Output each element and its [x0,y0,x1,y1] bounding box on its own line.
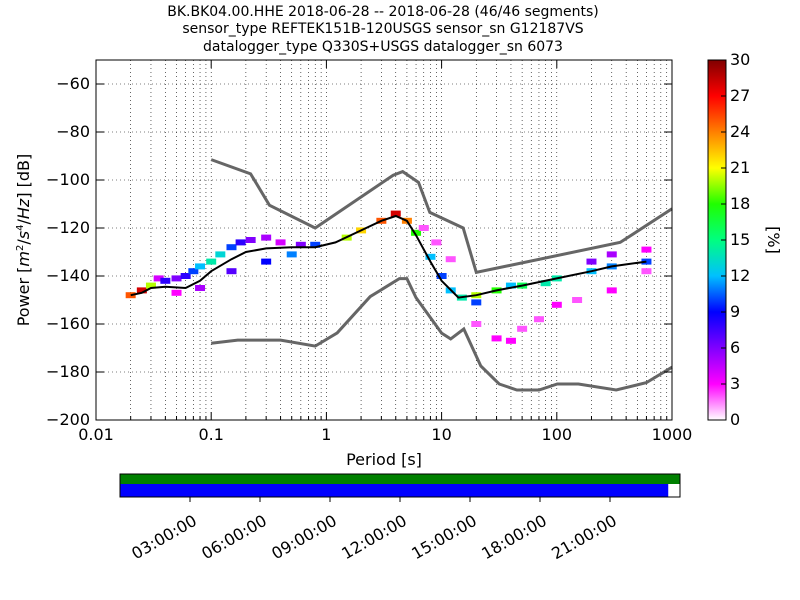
heat-cell [517,325,528,332]
x-tick-label: 0.01 [78,425,114,444]
heat-cell [471,299,482,306]
heat-cell [171,289,182,296]
plot-frame [95,59,673,421]
heat-cell [180,273,191,279]
timeline-tick-label: 03:00:00 [128,511,200,563]
timeline-tick-label: 21:00:00 [548,511,620,563]
heat-cell [171,275,182,282]
y-axis-label: Power [m2/s4/Hz] [dB] [14,154,33,327]
colorbar-tick-label: 24 [730,122,750,141]
heat-cell [188,268,199,275]
heat-cell [606,287,617,294]
heat-cell [206,258,217,265]
heat-cell [491,335,502,342]
x-tick-label: 1 [321,425,331,444]
heat-cell [310,241,321,248]
heat-cell [136,287,147,294]
timeline-axis: 03:00:0006:00:0009:00:0012:00:0015:00:00… [128,497,620,563]
timeline-tick-label: 06:00:00 [198,511,270,563]
heat-cell [261,234,272,241]
heat-cell [641,246,652,253]
colorbar-label: [%] [764,226,783,254]
timeline-psd-bar [120,484,669,497]
noise-model-nlnm [211,277,673,392]
heat-cell [261,258,272,265]
x-tick-label: 100 [542,425,573,444]
heat-cell [275,239,286,246]
colorbar-tick-label: 21 [730,158,750,177]
heat-cell [572,297,583,303]
colorbar-tick-label: 27 [730,86,750,105]
colorbar-tick-label: 18 [730,194,750,213]
heat-cell [145,282,156,289]
timeline-tick-label: 09:00:00 [268,511,340,563]
heat-cell [195,285,206,291]
timeline-data-bar [120,474,680,484]
heat-cell [160,277,171,284]
x-tick-label: 0.1 [198,425,223,444]
noise-model-nhnm [210,158,673,275]
heat-cell [195,263,206,270]
colorbar-tick-label: 6 [730,338,740,357]
colorbar-tick-label: 12 [730,266,750,285]
heat-cell [641,258,652,265]
heat-cell [418,225,429,231]
x-tick-label: 10 [431,425,451,444]
x-axis: 0.01 0.1 1 10 100 1000 [78,60,692,444]
y-tick-label: −140 [46,266,90,285]
heat-cell [295,241,306,248]
heat-cell [540,280,551,287]
median-line [130,214,647,299]
heat-cell [436,273,447,279]
y-tick-label: −160 [46,314,90,333]
heat-cell [606,251,617,258]
chart-title: BK.BK04.00.HHE 2018-06-28 -- 2018-06-28 … [167,4,599,55]
y-tick-label: −120 [46,218,90,237]
heat-cell [215,251,226,258]
heat-cell [235,239,246,246]
colorbar-tick-label: 9 [730,302,740,321]
heat-cell [551,301,562,308]
timeline-tick-label: 12:00:00 [338,511,410,563]
heat-cell [505,337,516,344]
heat-cell [245,237,256,243]
y-tick-label: −200 [46,410,90,429]
timeline-tick-label: 18:00:00 [478,511,550,563]
y-tick-label: −180 [46,362,90,381]
colorbar-tick-label: 15 [730,230,750,249]
heat-cell [125,292,136,299]
heat-cell [445,256,456,263]
title-line-3: datalogger_type Q330S+USGS datalogger_sn… [203,39,563,55]
heat-cell [153,275,164,282]
heat-cell [286,251,297,258]
colorbar-ticks: 0 3 6 9 12 15 18 21 24 27 30 [721,50,750,429]
title-line-1: BK.BK04.00.HHE 2018-06-28 -- 2018-06-28 … [167,4,599,20]
y-tick-label: −100 [46,170,90,189]
y-tick-label: −60 [56,74,90,93]
title-line-2: sensor_type REFTEK151B-120USGS sensor_sn… [182,21,583,37]
heat-cell [533,316,544,323]
heat-cell [471,321,482,327]
heat-cell [425,253,436,260]
heat-cell [586,258,597,265]
heat-cell [641,268,652,275]
x-axis-label: Period [s] [346,450,422,469]
x-tick-label: 1000 [652,425,693,444]
heat-cell [505,282,516,289]
y-tick-label: −80 [56,122,90,141]
heat-cell [226,244,237,251]
plot-area [96,60,673,421]
colorbar-tick-label: 30 [730,50,750,69]
y-axis: −200 −180 −160 −140 −120 −100 −80 −60 [46,74,672,429]
colorbar-tick-label: 0 [730,410,740,429]
heat-cell [390,210,401,217]
heat-cell [431,239,442,246]
timeline-tick-label: 15:00:00 [408,511,480,563]
heat-cell [411,229,422,236]
heat-cell [226,268,237,275]
colorbar-tick-label: 3 [730,374,740,393]
